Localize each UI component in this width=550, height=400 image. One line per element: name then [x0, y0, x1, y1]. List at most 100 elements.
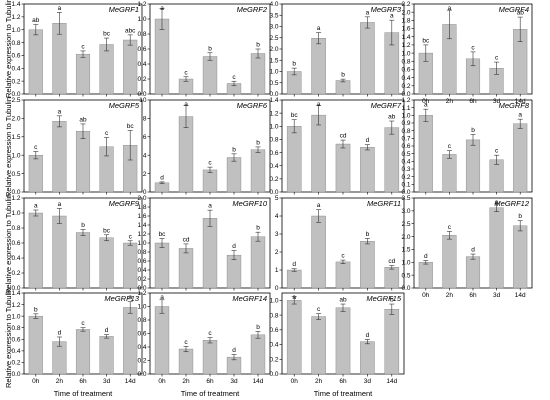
y-tick-label: 0.5	[11, 171, 20, 178]
x-tick-label: 6h	[469, 292, 477, 299]
y-tick-label: 10	[139, 97, 147, 104]
y-tick-label: 1.5	[401, 247, 410, 254]
x-tick-label: 6h	[469, 98, 477, 105]
x-tick-label: 6h	[339, 378, 347, 385]
y-tick-label: 0.6	[11, 53, 20, 60]
y-tick-label: 0.6	[11, 336, 20, 343]
bar	[442, 154, 457, 193]
bar	[513, 225, 528, 289]
panel-title: MeGRF3	[371, 5, 402, 14]
y-tick-label: 0.2	[137, 358, 146, 365]
x-tick-label: 14d	[125, 378, 136, 385]
bar	[28, 212, 43, 289]
y-tick-label: 0.6	[269, 327, 278, 334]
chart-panel-megrf14: 0.0 0.2 0.4 0.6 0.8 1.0 1.2 a 0h c 2h c 6h d 3d b 14d MeG…	[137, 290, 271, 385]
y-tick-label: 2.5	[11, 97, 20, 104]
y-tick-label: 1.2	[11, 302, 20, 309]
y-tick-label: 0.4	[269, 342, 278, 349]
significance-letter: d	[58, 329, 62, 336]
significance-letter: bc	[103, 227, 111, 234]
panel-title: MeGRF13	[104, 294, 139, 303]
y-tick-label: 0.6	[137, 331, 146, 338]
y-tick-label: 0.8	[11, 40, 20, 47]
bar	[75, 329, 91, 375]
significance-letter: bc	[159, 231, 167, 238]
panel-title: MeGRF4	[499, 5, 529, 14]
y-tick-label: 0.0	[269, 91, 278, 98]
y-tick-label: 1.0	[137, 16, 146, 23]
y-tick-label: 1.0	[269, 123, 278, 130]
panel-title: MeGRF11	[367, 199, 401, 208]
bar	[28, 315, 43, 375]
y-tick-label: 1.6	[401, 26, 410, 33]
bar	[226, 254, 242, 289]
x-tick-label: 6h	[79, 378, 87, 385]
y-tick-label: 3.5	[269, 12, 278, 19]
y-tick-label: 0.8	[401, 128, 410, 135]
y-tick-label: 1.1	[401, 105, 410, 112]
significance-letter: c	[495, 148, 499, 155]
x-tick-label: 0h	[422, 98, 430, 105]
y-tick-label: 0.8	[137, 249, 146, 256]
bar	[202, 218, 218, 289]
bar	[360, 240, 375, 289]
y-tick-label: 1.2	[11, 14, 20, 21]
y-tick-label: 2.0	[11, 116, 20, 123]
bar	[154, 182, 170, 193]
bar	[202, 340, 218, 375]
significance-letter: d	[160, 174, 164, 181]
significance-letter: c	[34, 144, 38, 151]
y-tick-label: 1.2	[137, 290, 146, 297]
chart-panel-megrf11: 0 1 2 3 4 5 d a c b cd MeGRF11	[275, 195, 405, 292]
y-tick-label: 1.0	[137, 240, 146, 247]
y-tick-label: 0.6	[401, 67, 410, 74]
chart-panel-megrf13: 0.0 0.2 0.4 0.6 0.8 1.0 1.2 1.4 b 0h d 2h c 6h d 3d a 14d…	[11, 290, 143, 385]
significance-letter: abc	[125, 27, 136, 34]
significance-letter: ab	[388, 114, 396, 121]
significance-letter: bc	[422, 37, 430, 44]
bar	[75, 131, 91, 193]
bar	[202, 56, 218, 95]
bar	[360, 147, 375, 193]
bar	[513, 123, 528, 193]
panel-title: MeGRF8	[499, 101, 530, 110]
significance-letter: d	[366, 137, 370, 144]
significance-letter: c	[208, 160, 212, 167]
y-tick-label: 0.4	[11, 65, 20, 72]
y-tick-label: 0.8	[11, 325, 20, 332]
significance-letter: cd	[183, 236, 190, 243]
y-tick-label: 1.6	[137, 213, 146, 220]
y-tick-label: 2.5	[269, 35, 278, 42]
significance-letter: d	[232, 243, 236, 250]
significance-letter: c	[184, 339, 188, 346]
significance-letter: ab	[32, 17, 40, 24]
y-tick-label: 1.4	[269, 97, 278, 104]
significance-letter: b	[292, 61, 296, 68]
significance-letter: a	[58, 201, 62, 208]
bar	[335, 261, 351, 289]
y-tick-label: 4.0	[269, 1, 278, 8]
y-tick-label: 8	[143, 116, 147, 123]
y-tick-label: 0.5	[401, 272, 410, 279]
y-tick-label: 3	[275, 231, 279, 238]
x-axis-label-col-2: Time of treatment	[181, 389, 240, 398]
significance-letter: ab	[339, 297, 347, 304]
significance-letter: b	[256, 324, 260, 331]
significance-letter: b	[518, 213, 522, 220]
bar	[311, 114, 326, 193]
y-tick-label: 0.0	[269, 371, 278, 378]
bar	[250, 236, 266, 289]
y-tick-label: 1.0	[401, 259, 410, 266]
y-tick-label: 0.6	[137, 46, 146, 53]
y-tick-label: 1.2	[137, 231, 146, 238]
x-tick-label: 14d	[386, 378, 397, 385]
y-tick-label: 0.7	[401, 136, 410, 143]
y-tick-label: 0.8	[137, 31, 146, 38]
y-tick-label: 0.2	[11, 270, 20, 277]
y-tick-label: 1.0	[11, 152, 20, 159]
y-tick-label: 1.0	[11, 210, 20, 217]
significance-letter: b	[232, 146, 236, 153]
significance-letter: d	[424, 253, 428, 260]
